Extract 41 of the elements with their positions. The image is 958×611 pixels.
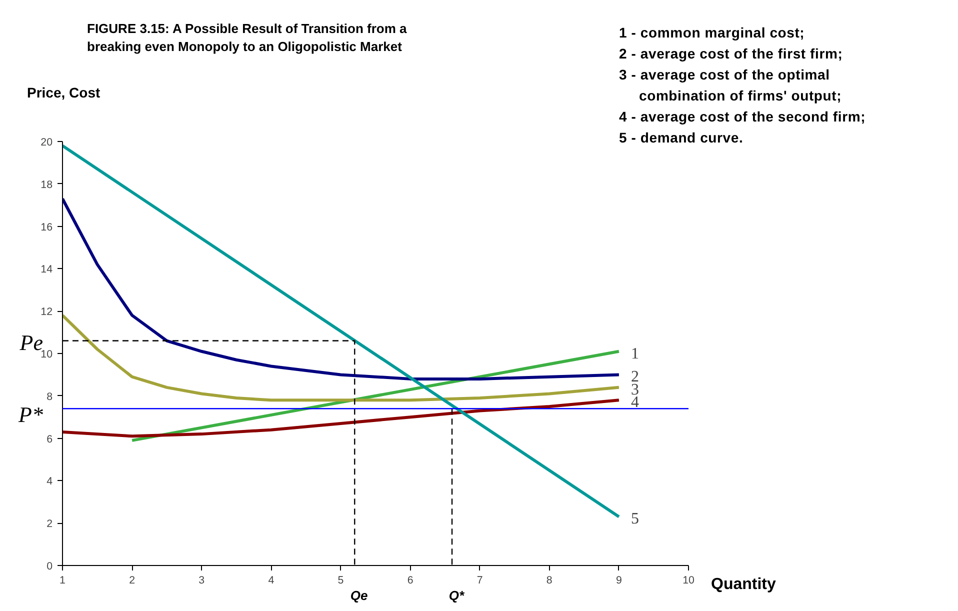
text: Pe xyxy=(20,331,43,356)
text: 3 - average cost of the optimal xyxy=(619,67,830,83)
y-tick-label: 14 xyxy=(40,264,53,276)
x-tick-label: 8 xyxy=(546,574,552,586)
y-tick-label: 2 xyxy=(46,518,53,530)
text: combination of firms' output; xyxy=(639,88,842,104)
text: 1 - common marginal cost; xyxy=(619,25,805,41)
text: FIGURE 3.15: A Possible Result of Transition from a xyxy=(87,22,407,36)
x-tick-label: 4 xyxy=(268,574,274,586)
series-label: 5 xyxy=(630,510,639,528)
text: P* xyxy=(18,403,43,428)
y-tick-label: 0 xyxy=(46,560,53,572)
y-tick-label: 16 xyxy=(40,221,53,234)
x-tick-label: 7 xyxy=(476,574,483,586)
series-label: 1 xyxy=(630,345,639,362)
text: Qe xyxy=(350,588,368,604)
y-tick-label: 20 xyxy=(40,136,53,148)
y-tick-label: 12 xyxy=(40,306,53,318)
text: Quantity xyxy=(711,576,776,594)
x-tick-label: 2 xyxy=(129,574,136,586)
text: Price, Cost xyxy=(27,85,100,101)
text: breaking even Monopoly to an Oligopolistic Market xyxy=(87,40,402,54)
text: 4 - average cost of the second firm; xyxy=(619,109,866,125)
line-series xyxy=(62,398,620,438)
series-label: 4 xyxy=(630,394,639,412)
x-tick-label: 9 xyxy=(616,574,622,586)
y-tick-label: 8 xyxy=(46,390,53,403)
y-tick-label: 18 xyxy=(40,178,53,191)
x-tick-label: 1 xyxy=(60,574,66,586)
y-tick-label: 6 xyxy=(46,433,53,446)
line-series xyxy=(62,197,620,380)
text: 2 - average cost of the first firm; xyxy=(619,46,843,62)
text: 5 - demand curve. xyxy=(619,130,744,146)
x-tick-label: 3 xyxy=(198,574,205,586)
line-series xyxy=(62,314,620,402)
y-tick-label: 10 xyxy=(40,348,53,360)
x-tick-label: 10 xyxy=(682,574,694,586)
x-tick-label: 5 xyxy=(338,574,344,586)
text: Q* xyxy=(448,588,464,604)
x-tick-label: 6 xyxy=(407,574,414,586)
y-tick-label: 4 xyxy=(46,476,53,488)
